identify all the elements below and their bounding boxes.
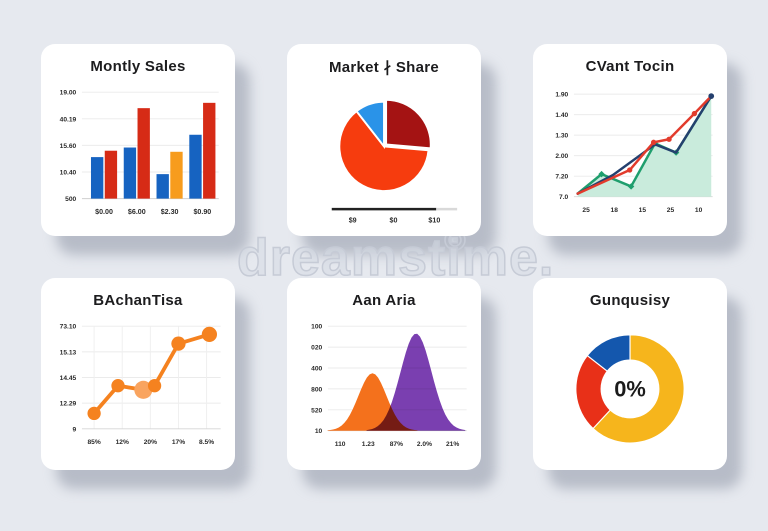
svg-text:17%: 17% — [172, 439, 185, 446]
svg-text:520: 520 — [311, 407, 322, 414]
card-gunqusisy: Gunqusisy 0% — [533, 278, 727, 470]
svg-text:$0: $0 — [390, 216, 398, 224]
svg-text:15.13: 15.13 — [60, 349, 77, 356]
svg-text:020: 020 — [311, 345, 322, 352]
gunqusisy-donut-chart: 0% — [575, 334, 685, 444]
svg-text:$10: $10 — [428, 216, 440, 224]
monthly-sales-bar-chart: 19.00 40.19 15.60 10.40 500 $0.00 $6.00 $2.30 $0… — [60, 90, 219, 216]
cards-grid: Montly Sales 19.00 40.19 15.60 10.40 500 $0.0… — [41, 44, 727, 470]
svg-text:87%: 87% — [390, 441, 403, 448]
card-market-share: Market ∤ Share $9 $0 $10 — [287, 44, 481, 236]
svg-text:20%: 20% — [144, 439, 157, 446]
chart-title: Aan Aria — [352, 292, 416, 309]
svg-text:$0.90: $0.90 — [193, 208, 211, 216]
card-aan-aria: Aan Aria 100 020 400 800 520 10 110 1.23 87% 2.0%… — [287, 278, 481, 470]
chart-title: BAchanTisa — [93, 292, 183, 309]
svg-text:$2.30: $2.30 — [161, 208, 179, 216]
svg-text:18: 18 — [611, 207, 619, 214]
svg-text:1.30: 1.30 — [555, 133, 568, 140]
chart-title: Gunqusisy — [589, 292, 671, 309]
svg-text:$9: $9 — [349, 216, 357, 224]
svg-text:2.00: 2.00 — [555, 153, 568, 160]
svg-text:21%: 21% — [446, 441, 459, 448]
card-cvant-tocin: CVant Tocin 1.90 1.40 1.30 2.00 7.20 7.0 25 18 1… — [533, 44, 727, 236]
aan-aria-area-chart: 100 020 400 800 520 10 110 1.23 87% 2.0% 21% — [311, 324, 467, 448]
svg-text:10: 10 — [315, 428, 323, 435]
svg-text:110: 110 — [335, 441, 346, 448]
svg-text:400: 400 — [311, 365, 322, 372]
svg-text:7.0: 7.0 — [559, 194, 569, 201]
market-share-pie-chart: $9 $0 $10 — [331, 98, 458, 224]
svg-text:9: 9 — [73, 426, 77, 433]
svg-text:2.0%: 2.0% — [417, 441, 432, 448]
svg-text:15.60: 15.60 — [60, 143, 77, 150]
svg-text:100: 100 — [311, 324, 322, 331]
svg-text:7.20: 7.20 — [555, 174, 568, 181]
svg-text:8.5%: 8.5% — [199, 439, 214, 446]
svg-text:1.90: 1.90 — [555, 92, 568, 99]
svg-text:$0.00: $0.00 — [95, 208, 113, 216]
chart-title: Market ∤ Share — [328, 59, 440, 76]
svg-text:12.29: 12.29 — [60, 401, 77, 408]
svg-text:15: 15 — [639, 207, 647, 214]
svg-text:73.10: 73.10 — [60, 324, 77, 331]
bachantisa-dot-line-chart: 73.10 15.13 14.45 12.29 9 85% 12% 20% 17% 8.5% — [60, 324, 221, 446]
svg-text:0%: 0% — [614, 377, 646, 402]
stock-chart-collage: dreamstime. Montly Sales 19.00 40.19 15.60… — [41, 44, 742, 489]
cvant-tocin-line-chart: 1.90 1.40 1.30 2.00 7.20 7.0 25 18 15 25 10 — [555, 92, 715, 214]
svg-text:40.19: 40.19 — [60, 116, 77, 123]
svg-text:1.23: 1.23 — [362, 441, 375, 448]
svg-text:500: 500 — [65, 196, 76, 203]
svg-text:10.40: 10.40 — [60, 169, 77, 176]
svg-text:12%: 12% — [116, 439, 129, 446]
svg-text:800: 800 — [311, 386, 322, 393]
card-bachantisa: BAchanTisa 73.10 15.13 14.45 12.29 9 85% 12% 20… — [41, 278, 235, 470]
svg-text:1.40: 1.40 — [555, 112, 568, 119]
svg-text:$6.00: $6.00 — [128, 208, 146, 216]
card-monthly-sales: Montly Sales 19.00 40.19 15.60 10.40 500 $0.0… — [41, 44, 235, 236]
svg-text:14.45: 14.45 — [60, 375, 77, 382]
svg-text:10: 10 — [695, 207, 703, 214]
chart-title: CVant Tocin — [585, 58, 675, 75]
chart-title: Montly Sales — [90, 58, 186, 75]
svg-text:25: 25 — [582, 207, 590, 214]
dreamstime-watermark: dreamstime. — [236, 228, 555, 288]
svg-text:25: 25 — [667, 207, 675, 214]
svg-text:85%: 85% — [87, 439, 100, 446]
svg-text:19.00: 19.00 — [60, 90, 77, 97]
